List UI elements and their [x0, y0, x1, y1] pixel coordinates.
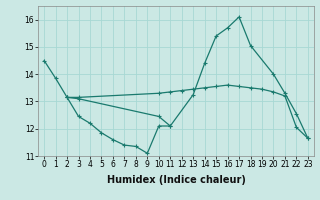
X-axis label: Humidex (Indice chaleur): Humidex (Indice chaleur) [107, 175, 245, 185]
